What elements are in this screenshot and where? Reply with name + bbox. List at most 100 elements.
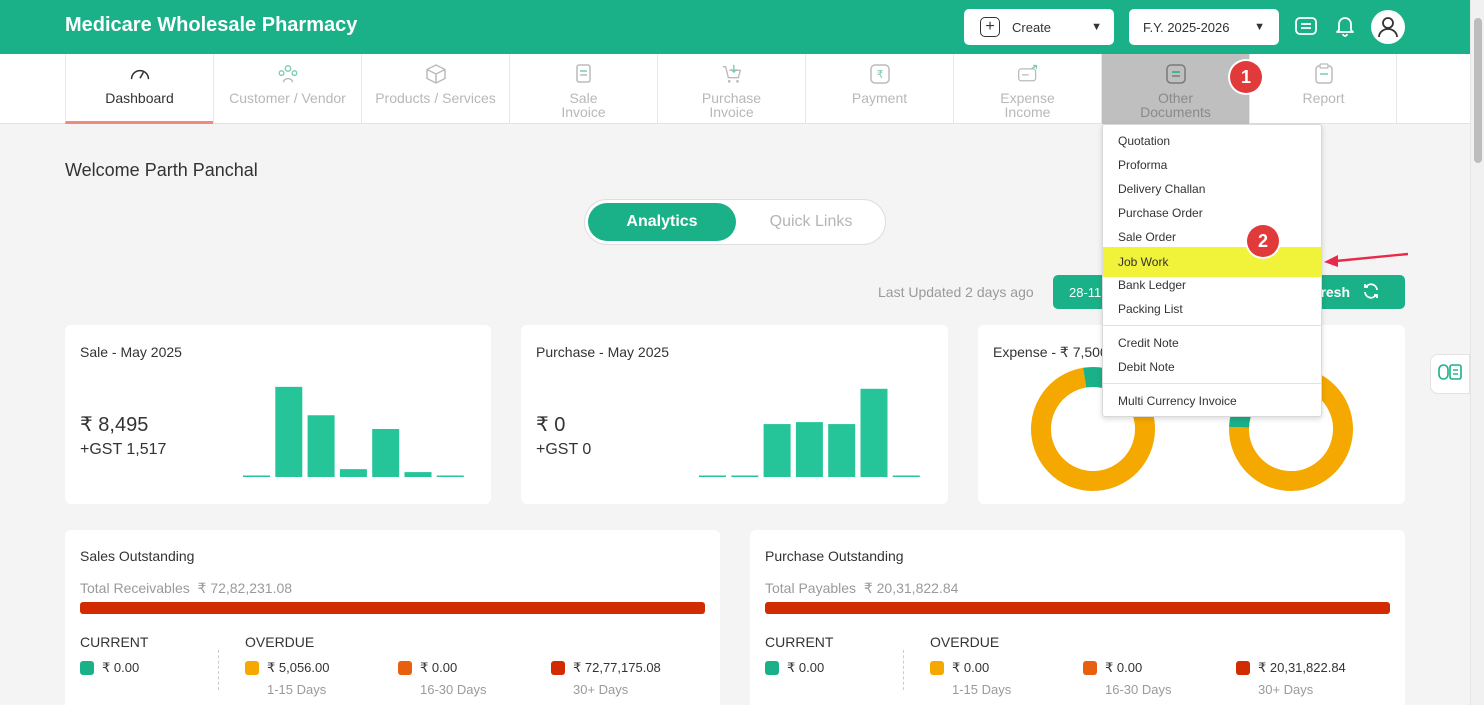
nav-label: Dashboard xyxy=(105,90,174,106)
nav-label: Report xyxy=(1302,90,1345,106)
current-value: ₹ 0.00 xyxy=(80,660,139,676)
view-toggle: Analytics Quick Links xyxy=(584,199,886,245)
donut-slice xyxy=(1229,370,1353,491)
menu-item-packing-list[interactable]: Packing List xyxy=(1118,302,1183,316)
menu-item-proforma[interactable]: Proforma xyxy=(1118,158,1168,172)
sales-outstanding-title: Sales Outstanding xyxy=(80,548,195,564)
bar xyxy=(892,475,920,477)
o3-dot xyxy=(1236,661,1250,675)
nav-divider xyxy=(1396,54,1397,124)
menu-item-quotation[interactable]: Quotation xyxy=(1118,134,1171,148)
menu-item-credit-note[interactable]: Credit Note xyxy=(1118,336,1179,350)
nav-label: Payment xyxy=(851,90,908,106)
user-avatar[interactable] xyxy=(1371,10,1405,44)
last-updated-text: Last Updated 2 days ago xyxy=(878,284,1034,300)
scrollbar-thumb[interactable] xyxy=(1474,18,1482,163)
create-button[interactable]: + Create ▼ xyxy=(964,9,1114,45)
tab-analytics[interactable]: Analytics xyxy=(588,203,736,241)
menu-item-job-work[interactable]: Job Work xyxy=(1103,247,1321,277)
plus-icon: + xyxy=(980,17,1000,37)
nav-expense-income[interactable]: Expense Income xyxy=(953,54,1101,124)
receivables-bar xyxy=(80,602,705,614)
total-payables-value: ₹ 20,31,822.84 xyxy=(863,580,959,596)
current-label: CURRENT xyxy=(80,634,149,650)
bar xyxy=(860,388,888,477)
purchase-card: Purchase - May 2025 ₹ 0 +GST 0 xyxy=(521,325,948,504)
purchase-gst: +GST 0 xyxy=(536,441,592,458)
expense-icon xyxy=(1017,63,1039,85)
bell-icon[interactable] xyxy=(1333,14,1357,38)
nav-label: Customer / Vendor xyxy=(229,90,346,106)
sale-gst: +GST 1,517 xyxy=(80,441,167,458)
current-amount: ₹ 0.00 xyxy=(787,660,825,675)
menu-item-sale-order[interactable]: Sale Order xyxy=(1118,230,1177,244)
o2-days: 16-30 Days xyxy=(420,682,487,697)
bar xyxy=(243,475,270,477)
purchase-bar-chart xyxy=(699,388,920,477)
nav-payment[interactable]: ₹ Payment xyxy=(805,54,953,124)
box-icon xyxy=(425,63,447,85)
sale-card: Sale - May 2025 ₹ 8,495 +GST 1,517 xyxy=(65,325,491,504)
menu-item-debit-note[interactable]: Debit Note xyxy=(1118,360,1175,374)
o3-days: 30+ Days xyxy=(573,682,629,697)
menu-item-bank-ledger[interactable]: Bank Ledger xyxy=(1118,278,1187,292)
nav-sale-invoice[interactable]: Sale Invoice xyxy=(509,54,657,124)
rupee-icon: ₹ xyxy=(869,63,891,85)
menu-item-purchase-order[interactable]: Purchase Order xyxy=(1118,206,1203,220)
bar xyxy=(275,386,303,477)
o1-amount: ₹ 0.00 xyxy=(952,660,990,675)
overdue-1-15: ₹ 5,056.00 xyxy=(245,660,330,676)
keyboard-icon[interactable] xyxy=(1294,14,1318,38)
total-receivables: Total Receivables ₹ 72,82,231.08 xyxy=(80,580,292,597)
cart-icon xyxy=(721,63,743,85)
total-payables-label: Total Payables xyxy=(765,580,857,596)
overdue-16-30: ₹ 0.00 xyxy=(1083,660,1142,676)
nav-purchase-invoice[interactable]: Purchase Invoice xyxy=(657,54,805,124)
o2-amount: ₹ 0.00 xyxy=(1105,660,1143,675)
o1-days: 1-15 Days xyxy=(267,682,327,697)
step-badge-2: 2 xyxy=(1247,225,1279,257)
scrollbar[interactable] xyxy=(1470,0,1484,705)
overdue-1-15: ₹ 0.00 xyxy=(930,660,989,676)
tab-quick-links[interactable]: Quick Links xyxy=(769,213,853,230)
refresh-icon xyxy=(1362,282,1380,303)
o3-dot xyxy=(551,661,565,675)
nav-dashboard[interactable]: Dashboard xyxy=(65,54,213,124)
fiscal-year-label: F.Y. 2025-2026 xyxy=(1143,19,1230,35)
total-payables: Total Payables ₹ 20,31,822.84 xyxy=(765,580,958,597)
nav-other-documents[interactable]: Other Documents xyxy=(1101,54,1249,124)
menu-divider xyxy=(1103,325,1321,326)
current-amount: ₹ 0.00 xyxy=(102,660,140,675)
clipboard-icon xyxy=(1313,63,1335,85)
nav-label: Purchase Invoice xyxy=(701,90,762,120)
sale-card-title: Sale - May 2025 xyxy=(80,344,182,360)
current-label: CURRENT xyxy=(765,634,834,650)
bar xyxy=(795,422,823,477)
fiscal-year-select[interactable]: F.Y. 2025-2026 ▼ xyxy=(1129,9,1279,45)
purchase-amount: ₹ 0 xyxy=(536,414,566,436)
nav-report[interactable]: Report xyxy=(1249,54,1397,124)
current-dot xyxy=(80,661,94,675)
overdue-30-plus: ₹ 20,31,822.84 xyxy=(1236,660,1346,676)
welcome-text: Welcome Parth Panchal xyxy=(65,160,258,180)
bar xyxy=(699,475,726,477)
bar xyxy=(404,472,432,477)
bar xyxy=(828,424,856,477)
nav-products-services[interactable]: Products / Services xyxy=(361,54,509,124)
total-receivables-label: Total Receivables xyxy=(80,580,190,596)
current-value: ₹ 0.00 xyxy=(765,660,824,676)
top-bar: Medicare Wholesale Pharmacy + Create ▼ F… xyxy=(0,0,1470,54)
bar xyxy=(436,475,464,477)
bar xyxy=(339,469,367,477)
users-icon xyxy=(277,63,299,85)
nav-label: Expense Income xyxy=(1000,90,1055,120)
nav-customer-vendor[interactable]: Customer / Vendor xyxy=(213,54,361,124)
overdue-30-plus: ₹ 72,77,175.08 xyxy=(551,660,661,676)
sales-outstanding-card: Sales Outstanding Total Receivables ₹ 72… xyxy=(65,530,720,705)
menu-item-multi-currency-invoice[interactable]: Multi Currency Invoice xyxy=(1118,394,1237,408)
speedometer-icon xyxy=(129,63,151,85)
menu-item-delivery-challan[interactable]: Delivery Challan xyxy=(1118,182,1206,196)
side-panel-tab[interactable] xyxy=(1430,354,1470,394)
nav-label: Other Documents xyxy=(1140,90,1211,120)
o2-dot xyxy=(398,661,412,675)
